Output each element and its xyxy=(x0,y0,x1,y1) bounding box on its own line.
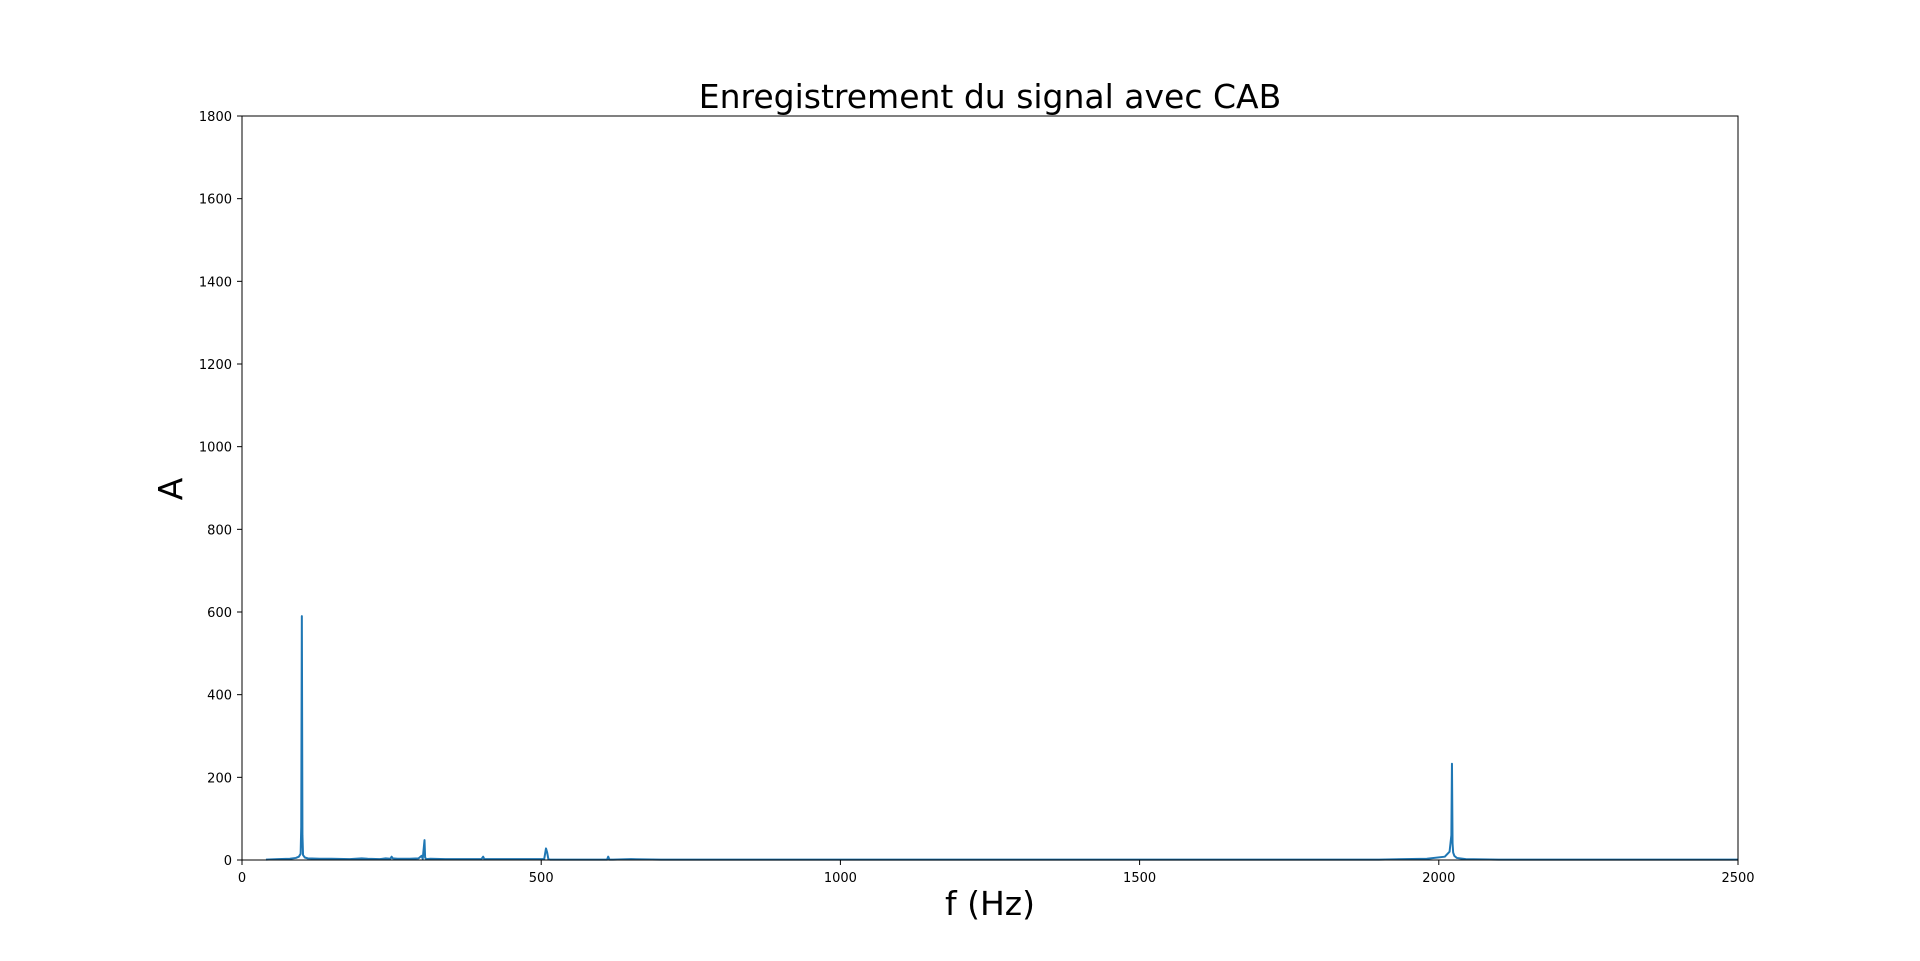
plot-frame xyxy=(241,115,1739,861)
plot-area xyxy=(241,115,1739,861)
x-tick-label: 0 xyxy=(238,871,246,886)
x-tick-label: 500 xyxy=(529,871,554,886)
x-tick-label: 2000 xyxy=(1422,871,1455,886)
y-tick-label: 1200 xyxy=(199,358,232,373)
y-tick-label: 1400 xyxy=(199,275,232,290)
x-tick-label: 1500 xyxy=(1123,871,1156,886)
x-axis: 0 500 1000 1500 2000 2500 xyxy=(238,860,1755,886)
x-tick-label: 2500 xyxy=(1721,871,1754,886)
y-tick-label: 1000 xyxy=(199,441,232,456)
y-tick-label: 1800 xyxy=(199,110,232,125)
x-axis-label: f (Hz) xyxy=(945,884,1035,923)
y-tick-label: 200 xyxy=(207,771,232,786)
x-tick-label: 1000 xyxy=(824,871,857,886)
y-tick-label: 400 xyxy=(207,689,232,704)
y-tick-label: 600 xyxy=(207,606,232,621)
chart-title: Enregistrement du signal avec CAB xyxy=(699,77,1282,116)
y-tick-label: 0 xyxy=(224,854,232,869)
series-line-0 xyxy=(265,615,1738,861)
y-tick-label: 1600 xyxy=(199,193,232,208)
y-axis: 0 200 400 600 800 1000 1200 1400 1600 1800 xyxy=(199,110,242,869)
y-tick-label: 800 xyxy=(207,523,232,538)
y-axis-label: A xyxy=(151,477,190,500)
